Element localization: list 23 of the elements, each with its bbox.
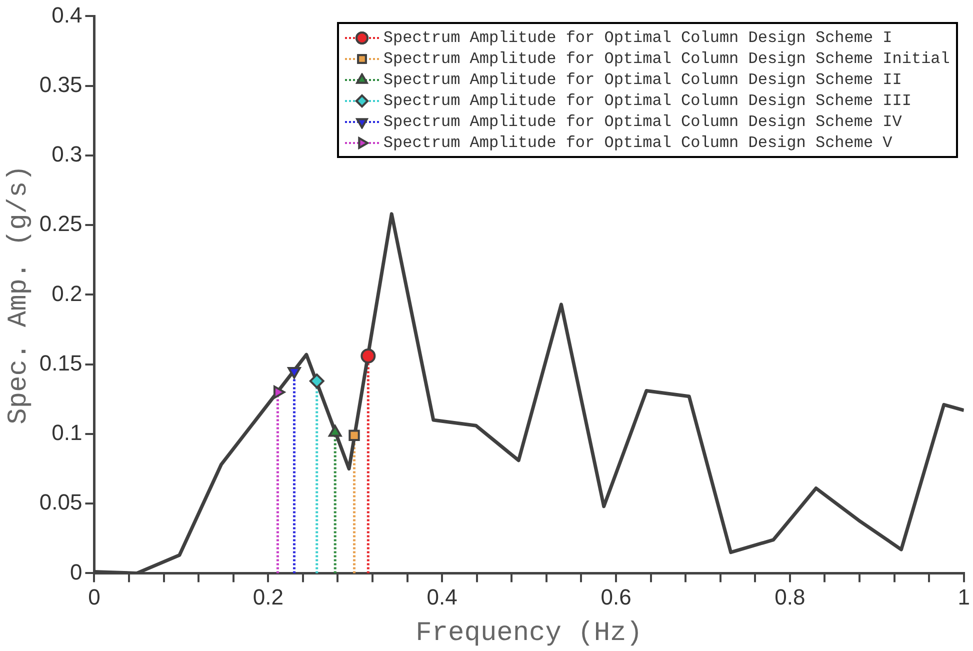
x-tick-label: 0.6 [600, 584, 632, 610]
y-tick-label: 0.05 [39, 490, 82, 515]
y-tick-label: 0.4 [52, 2, 82, 28]
legend-label: Spectrum Amplitude for Optimal Column Design Scheme III [383, 92, 912, 110]
legend-label: Spectrum Amplitude for Optimal Column Design Scheme I [383, 28, 892, 47]
legend-label: Spectrum Amplitude for Optimal Column Design Scheme V [383, 134, 892, 152]
y-tick-label: 0 [70, 559, 82, 584]
x-tick-label: 0.8 [774, 584, 806, 610]
x-axis-title: Frequency (Hz) [416, 618, 642, 649]
x-tick-label: 0.4 [426, 584, 458, 610]
y-tick-label: 0.35 [39, 72, 82, 97]
x-tick-label: 0.2 [252, 584, 284, 610]
x-tick-label: 0 [88, 584, 100, 610]
legend-label: Spectrum Amplitude for Optimal Column Design Scheme II [383, 70, 902, 89]
legend-label: Spectrum Amplitude for Optimal Column Design Scheme Initial [383, 50, 950, 68]
x-tick-label: 1 [958, 584, 970, 610]
legend-label: Spectrum Amplitude for Optimal Column Design Scheme IV [383, 112, 902, 131]
y-tick-label: 0.3 [52, 142, 82, 167]
y-tick-label: 0.15 [39, 350, 82, 376]
y-tick-label: 0.2 [52, 280, 82, 306]
y-tick-label: 0.25 [39, 211, 82, 236]
y-axis-title: Spec. Amp. (g/s) [4, 165, 34, 424]
y-tick-label: 0.1 [52, 420, 82, 446]
